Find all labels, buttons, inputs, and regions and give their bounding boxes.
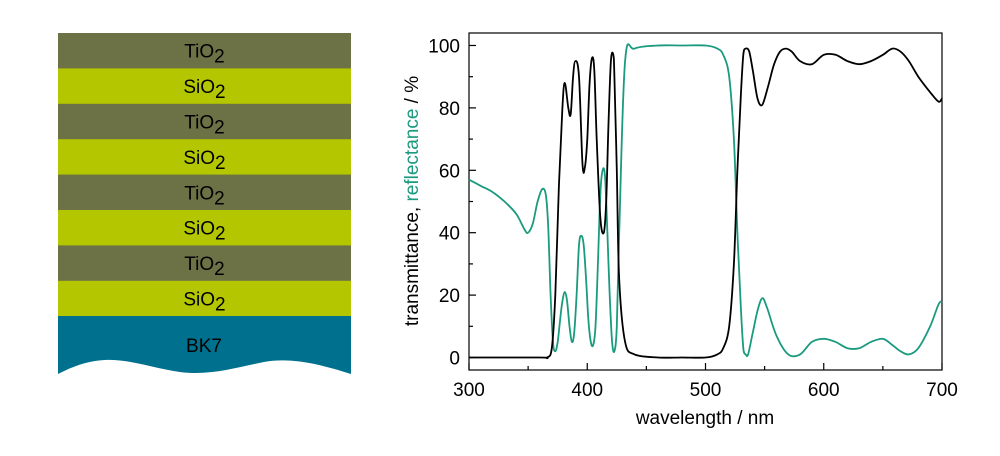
layer-subscript: 2 (215, 224, 226, 245)
x-axis-label: wavelength / nm (635, 408, 774, 429)
layer-4 (58, 139, 351, 176)
bk7-substrate-label: BK7 (186, 336, 222, 357)
layer-subscript: 2 (214, 118, 225, 139)
layer-material: TiO (184, 42, 214, 63)
y-tick-label: 80 (439, 99, 460, 120)
layer-6 (58, 210, 351, 246)
layer-2 (58, 68, 351, 105)
layer-material: TiO (184, 254, 214, 275)
y-tick-label: 0 (449, 349, 460, 370)
layer-label: TiO2 (184, 183, 224, 209)
layer-label: SiO2 (183, 148, 225, 174)
layer-material: TiO (184, 113, 214, 134)
layer-material: SiO (183, 148, 215, 169)
layer-label: TiO2 (184, 254, 224, 280)
layer-3 (58, 103, 351, 140)
y-tick-label: 20 (439, 286, 460, 307)
layer-label: SiO2 (183, 290, 225, 316)
y-label-part: / % (402, 76, 423, 109)
x-tick-label: 500 (690, 380, 722, 401)
x-tick-label: 400 (571, 380, 603, 401)
layer-5 (58, 174, 351, 211)
layer-subscript: 2 (214, 188, 225, 209)
layer-label: TiO2 (184, 42, 224, 68)
layer-1 (58, 33, 351, 69)
axis-ticks: 300 400 500 600 700 0 20 40 60 80 100 (428, 36, 958, 401)
layer-label: SiO2 (183, 219, 225, 245)
y-tick-label: 100 (428, 36, 460, 57)
layer-subscript: 2 (214, 259, 225, 280)
y-tick-label: 60 (439, 161, 460, 182)
plot-frame (468, 32, 943, 371)
y-tick-label: 40 (439, 224, 460, 245)
reflectance-curve (468, 43, 943, 358)
y-label-part: transmittance, (402, 202, 423, 327)
layer-7 (58, 245, 351, 282)
series-group (468, 43, 943, 360)
x-tick-label: 600 (808, 380, 840, 401)
y-label-part: reflectance (402, 109, 423, 202)
layer-material: SiO (183, 290, 215, 311)
layer-subscript: 2 (215, 295, 226, 316)
layer-subscript: 2 (215, 153, 226, 174)
y-axis-label: transmittance, reflectance / % (402, 76, 423, 326)
layer-subscript: 2 (214, 47, 225, 68)
layer-material: SiO (183, 77, 215, 98)
layer-material: SiO (183, 219, 215, 240)
layer-label: TiO2 (184, 113, 224, 139)
x-tick-label: 700 (926, 380, 958, 401)
bk7-substrate (58, 316, 351, 374)
layer-8 (58, 280, 351, 317)
x-tick-label: 300 (453, 380, 485, 401)
layer-label: SiO2 (183, 77, 225, 103)
layer-material: TiO (184, 183, 214, 204)
layer-subscript: 2 (215, 82, 226, 103)
transmittance-curve (469, 47, 943, 360)
